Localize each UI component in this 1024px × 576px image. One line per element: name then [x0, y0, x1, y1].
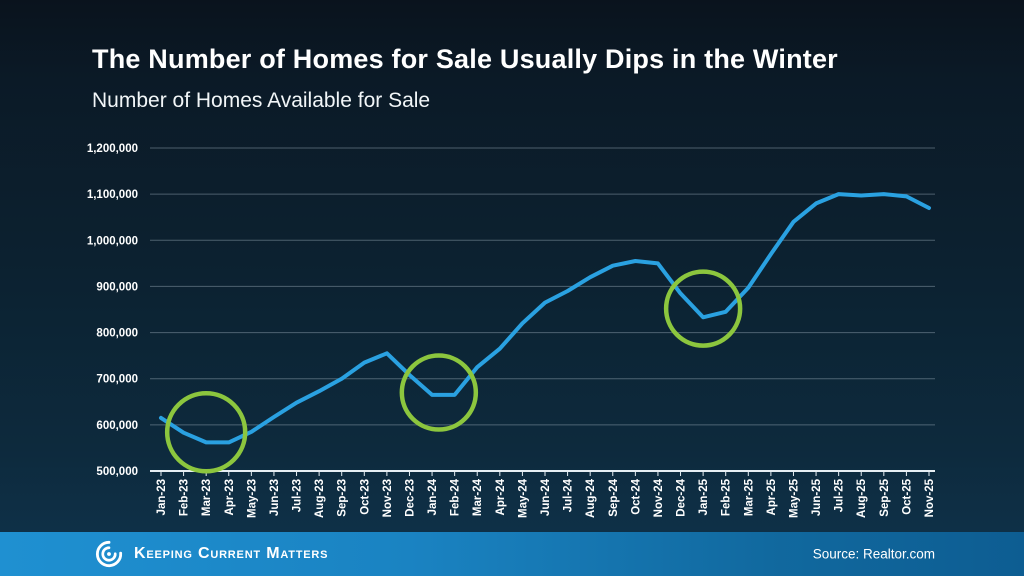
x-axis-tick-label: Sep-23 [337, 479, 349, 517]
x-axis-tick-label: Dec-24 [676, 478, 688, 516]
x-axis-tick-label: Jul-23 [292, 479, 304, 512]
x-axis-tick-label: Jul-25 [834, 478, 846, 512]
homes-for-sale-series-line [159, 192, 931, 445]
y-axis-tick-label: 1,100,000 [87, 189, 138, 201]
x-axis-tick-label: Nov-25 [924, 478, 936, 517]
x-axis-tick-label: Mar-23 [201, 479, 213, 516]
winter-dip-2023-highlight-circle [164, 390, 248, 474]
page-title: The Number of Homes for Sale Usually Dip… [92, 44, 838, 74]
x-axis-tick-label: Aug-25 [856, 478, 868, 518]
kcm-swirl-logo-icon [96, 540, 123, 568]
x-axis-tick-label: Jun-23 [269, 479, 281, 516]
x-axis-tick-label: Oct-25 [901, 478, 913, 514]
x-axis-tick-label: Jul-24 [563, 478, 575, 512]
x-axis-tick-label: May-23 [246, 479, 258, 518]
chart-header: The Number of Homes for Sale Usually Dip… [92, 44, 838, 113]
x-axis-tick-label: Jan-24 [427, 478, 439, 515]
x-axis-tick-label: Mar-25 [743, 478, 755, 516]
x-axis-tick-label: May-24 [517, 478, 529, 518]
x-axis-tick-label: Feb-23 [179, 479, 191, 516]
y-axis-tick-label: 500,000 [96, 466, 138, 478]
y-axis-tick-label: 1,200,000 [87, 143, 138, 155]
winter-dip-2024-highlight-circle [399, 353, 479, 432]
x-axis-tick-label: Apr-24 [495, 478, 507, 515]
x-axis-tick-label: Sep-24 [608, 478, 620, 516]
x-axis-tick-label: Aug-24 [585, 478, 597, 518]
x-axis-tick-label: Sep-25 [879, 478, 891, 516]
x-axis-tick-label: Nov-24 [653, 478, 665, 517]
x-axis-tick-label: Feb-25 [721, 478, 733, 516]
x-axis-tick-label: Aug-23 [314, 479, 326, 518]
x-axis-tick-label: Feb-24 [450, 478, 462, 516]
x-axis-tick-label: Oct-24 [630, 478, 642, 514]
brand-name: Keeping Current Matters [134, 545, 329, 562]
y-axis-tick-label: 600,000 [96, 420, 138, 432]
x-axis-tick-label: Jun-24 [540, 478, 552, 516]
y-axis-tick-label: 800,000 [96, 328, 138, 340]
x-axis-tick-label: Mar-24 [472, 478, 484, 516]
chart-subtitle: Number of Homes Available for Sale [92, 89, 431, 112]
x-axis-tick-label: Oct-23 [359, 479, 371, 515]
x-axis-tick-label: Jan-23 [156, 479, 168, 515]
winter-dip-2025-highlight-circle [663, 269, 743, 348]
y-axis-tick-label: 900,000 [96, 281, 138, 293]
x-axis-tick-label: Jan-25 [698, 478, 710, 515]
y-axis-tick-label: 700,000 [96, 374, 138, 386]
x-axis-tick-label: Apr-23 [224, 479, 236, 515]
y-axis-tick-label: 1,000,000 [87, 235, 138, 247]
x-axis-tick-label: Dec-23 [404, 479, 416, 517]
footer-bar: Keeping Current Matters Source: Realtor.… [0, 532, 1024, 576]
x-axis-tick-label: Jun-25 [811, 478, 823, 516]
x-axis-tick-label: May-25 [788, 478, 800, 518]
source-attribution: Source: Realtor.com [812, 546, 935, 562]
x-axis-tick-label: Nov-23 [382, 479, 394, 517]
x-axis-tick-label: Apr-25 [766, 478, 778, 515]
brand-lockup: Keeping Current Matters [94, 539, 328, 569]
